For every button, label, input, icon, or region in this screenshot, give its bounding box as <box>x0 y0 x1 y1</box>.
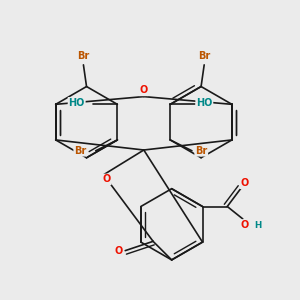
Text: Br: Br <box>77 51 90 61</box>
Text: O: O <box>140 85 148 95</box>
Text: H: H <box>254 220 262 230</box>
Text: HO: HO <box>68 98 85 108</box>
Text: O: O <box>240 220 248 230</box>
Text: O: O <box>240 178 248 188</box>
Text: Br: Br <box>198 51 210 61</box>
Text: Br: Br <box>74 146 86 156</box>
Text: Br: Br <box>195 146 207 156</box>
Text: HO: HO <box>196 98 212 108</box>
Text: O: O <box>103 174 111 184</box>
Text: O: O <box>115 246 123 256</box>
